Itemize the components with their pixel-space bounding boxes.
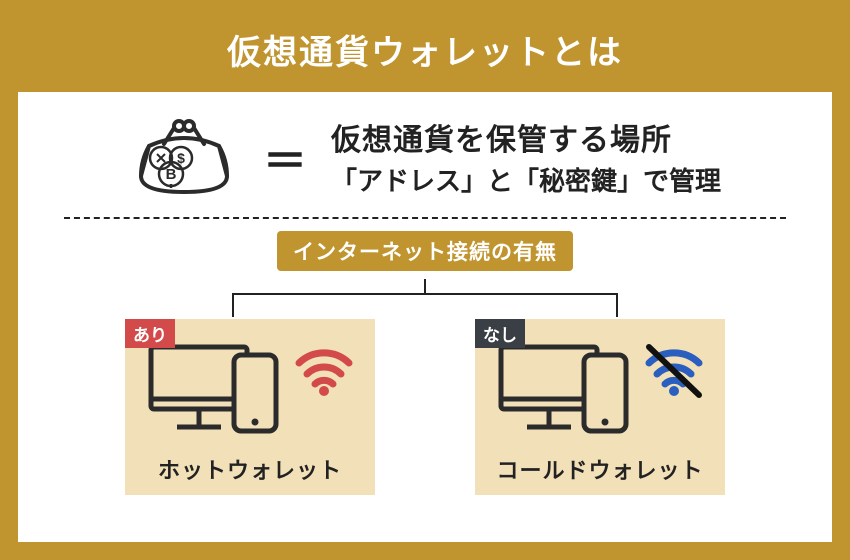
- cold-badge: なし: [475, 319, 525, 348]
- divider-dashed: [64, 217, 786, 219]
- hot-device-icons: [145, 341, 355, 441]
- equals-sign: ＝: [263, 125, 307, 189]
- svg-text:B: B: [166, 166, 177, 183]
- definition-line2: 「アドレス」と「秘密鍵」で管理: [331, 161, 721, 198]
- cold-caption: コールドウォレット: [496, 453, 703, 485]
- cards-row: あり: [18, 319, 832, 495]
- wifi-off-icon: [643, 341, 705, 404]
- tree-connector: [18, 279, 832, 319]
- definition-row: $ B ＝ 仮想通貨を保管する場所 「アドレス」と「秘密鍵」で管理: [18, 92, 832, 217]
- hot-wallet-card: あり: [125, 319, 375, 495]
- wifi-on-icon: [293, 341, 355, 404]
- title: 仮想通貨ウォレットとは: [18, 17, 832, 92]
- definition-line1: 仮想通貨を保管する場所: [331, 115, 721, 159]
- phone-icon: [579, 350, 631, 441]
- diagram-frame: 仮想通貨ウォレットとは $ B: [0, 0, 850, 560]
- hot-caption: ホットウォレット: [158, 453, 342, 485]
- split-criterion-label: インターネット接続の有無: [277, 231, 573, 271]
- cold-wallet-card: なし: [475, 319, 725, 495]
- hot-badge: あり: [125, 319, 175, 348]
- definition-text: 仮想通貨を保管する場所 「アドレス」と「秘密鍵」で管理: [331, 115, 721, 198]
- phone-icon: [229, 350, 281, 441]
- cold-device-icons: [495, 341, 705, 441]
- wallet-purse-icon: $ B: [129, 110, 239, 203]
